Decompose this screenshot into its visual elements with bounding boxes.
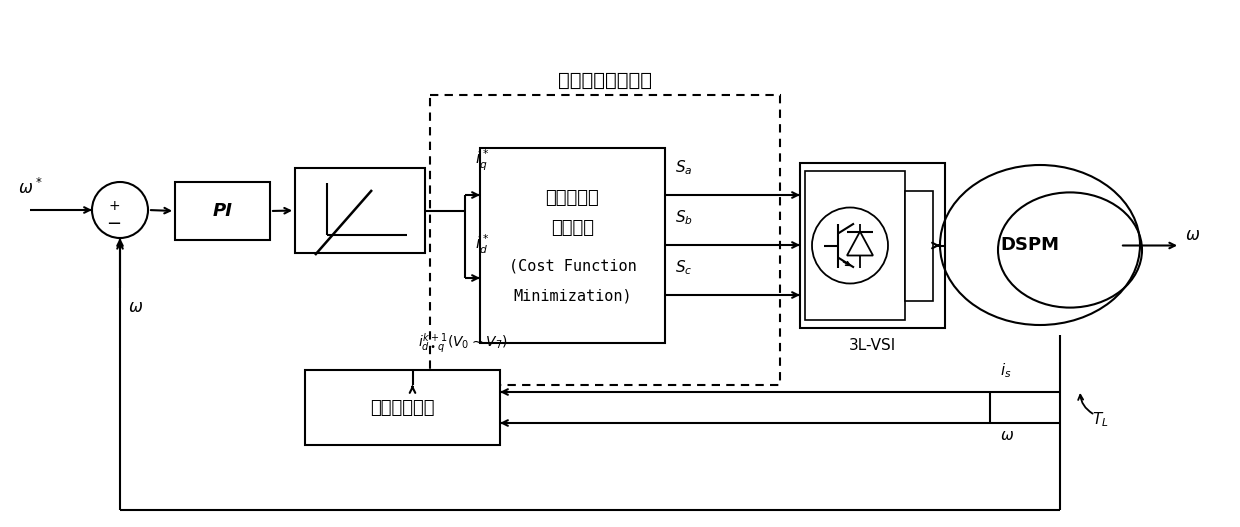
Text: $\omega^*$: $\omega^*$ [19,178,42,198]
Text: 电流预测模块: 电流预测模块 [371,398,435,416]
Bar [800,163,945,328]
Text: $i_{d\bullet q}^{k+1}(V_0\sim V_7)$: $i_{d\bullet q}^{k+1}(V_0\sim V_7)$ [418,331,507,355]
Text: $S_b$: $S_b$ [675,208,693,227]
Ellipse shape [999,194,1140,306]
Text: $i_s$: $i_s$ [999,362,1012,380]
Bar [305,370,500,445]
Text: +: + [108,199,120,213]
Text: 小化模块: 小化模块 [551,219,594,237]
Bar [480,148,665,343]
Text: $\omega$: $\omega$ [999,428,1014,443]
Text: $\omega$: $\omega$ [1185,227,1200,245]
Bar [430,95,780,385]
Text: $T_L$: $T_L$ [1091,411,1109,430]
Bar [295,168,425,253]
Text: $i_q^*$: $i_q^*$ [475,148,490,173]
Text: Minimization): Minimization) [513,288,632,304]
Text: $i_d^*$: $i_d^*$ [475,233,490,256]
Text: 模型电流预测控制: 模型电流预测控制 [558,71,652,90]
Text: $S_c$: $S_c$ [675,258,692,277]
Text: 3L-VSI: 3L-VSI [849,338,897,354]
Bar [805,171,905,320]
Bar [905,191,932,301]
Text: −: − [107,215,122,233]
Bar [175,182,270,240]
Text: (Cost Function: (Cost Function [508,259,636,274]
Text: $S_a$: $S_a$ [675,158,692,177]
Text: DSPM: DSPM [1001,236,1059,254]
Text: $\omega$: $\omega$ [128,298,143,316]
Text: PI: PI [212,202,233,220]
Text: 成本函数最: 成本函数最 [546,189,599,207]
